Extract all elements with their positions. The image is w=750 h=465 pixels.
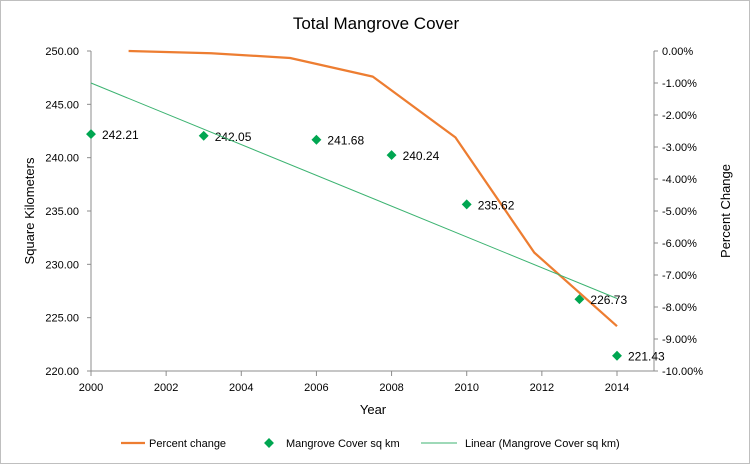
- x-tick-label: 2004: [229, 382, 253, 394]
- data-label: 242.05: [215, 130, 252, 144]
- y2-tick-label: -3.00%: [662, 142, 697, 154]
- x-tick-label: 2008: [379, 382, 403, 394]
- y2-tick-label: -7.00%: [662, 270, 697, 282]
- x-tick-label: 2012: [530, 382, 554, 394]
- data-label: 221.43: [628, 350, 665, 364]
- y-tick-label: 220.00: [45, 366, 79, 378]
- data-label: 240.24: [403, 149, 440, 163]
- x-tick-label: 2014: [605, 382, 629, 394]
- mangrove-cover-point: [386, 150, 397, 161]
- x-axis-label: Year: [360, 402, 387, 417]
- data-label: 242.21: [102, 128, 139, 142]
- y-tick-label: 240.00: [45, 153, 79, 165]
- percent-change-line: [128, 49, 618, 328]
- legend-label: Linear (Mangrove Cover sq km): [465, 438, 620, 450]
- y2-tick-label: -5.00%: [662, 206, 697, 218]
- chart-title: Total Mangrove Cover: [293, 14, 460, 33]
- y2-tick-label: -10.00%: [662, 366, 703, 378]
- legend-label: Percent change: [149, 438, 226, 450]
- x-tick-label: 2000: [79, 382, 103, 394]
- y-tick-label: 225.00: [45, 313, 79, 325]
- mangrove-cover-point: [311, 134, 322, 145]
- data-label: 241.68: [327, 134, 364, 148]
- x-tick-label: 2006: [304, 382, 328, 394]
- y2-tick-label: -9.00%: [662, 334, 697, 346]
- linear-trendline: [90, 82, 618, 299]
- data-label: 235.62: [478, 198, 515, 212]
- y-tick-label: 245.00: [45, 99, 79, 111]
- y-tick-label: 230.00: [45, 259, 79, 271]
- y2-tick-label: -6.00%: [662, 238, 697, 250]
- plot-area: 220.00 225.00 230.00 235.00 240.00 245.00 250.…: [45, 46, 703, 394]
- y2-tick-label: -4.00%: [662, 174, 697, 186]
- mangrove-cover-point: [612, 350, 622, 361]
- mangrove-cover-point: [461, 199, 472, 210]
- y2-tick-label: -1.00%: [662, 78, 697, 90]
- mangrove-cover-point: [198, 130, 209, 141]
- legend: Percent change Mangrove Cover sq km Linear…: [121, 438, 620, 450]
- mangrove-cover-point: [86, 129, 96, 140]
- x-tick-label: 2002: [154, 382, 178, 394]
- y2-tick-label: -8.00%: [662, 302, 697, 314]
- mangrove-cover-point: [574, 294, 585, 305]
- legend-marker-mangrove: [264, 438, 274, 448]
- y-tick-label: 235.00: [45, 206, 79, 218]
- y-tick-label: 250.00: [45, 46, 79, 58]
- x-tick-label: 2010: [454, 382, 478, 394]
- y2-tick-label: -2.00%: [662, 110, 697, 122]
- y2-tick-label: 0.00%: [662, 46, 693, 58]
- y2-axis-label: Percent Change: [718, 164, 733, 258]
- data-label: 226.73: [590, 293, 627, 307]
- y-axis-label: Square Kilometers: [22, 157, 37, 264]
- legend-label: Mangrove Cover sq km: [286, 438, 400, 450]
